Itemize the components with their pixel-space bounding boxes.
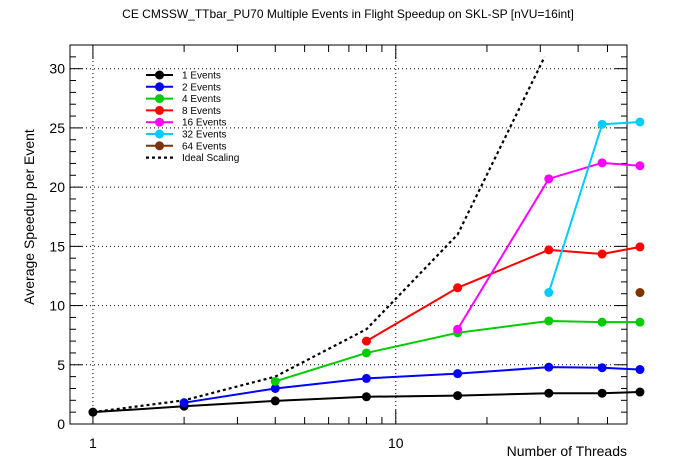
series-line xyxy=(92,391,640,414)
data-point xyxy=(453,324,463,334)
legend-label: 32 Events xyxy=(182,130,226,141)
y-tick-label: 15 xyxy=(49,238,65,254)
data-point xyxy=(270,376,280,386)
x-tick-label: 10 xyxy=(388,435,404,451)
data-point xyxy=(597,158,607,168)
legend-marker xyxy=(155,141,164,151)
data-point xyxy=(270,396,280,406)
data-point xyxy=(361,392,371,402)
data-point xyxy=(270,383,280,393)
data-point xyxy=(544,245,554,255)
data-point xyxy=(88,407,98,417)
data-point xyxy=(544,174,554,184)
legend-marker xyxy=(155,94,164,104)
series-line xyxy=(274,319,640,383)
y-tick-label: 10 xyxy=(49,298,65,314)
data-point xyxy=(544,362,554,372)
chart-title: CE CMSSW_TTbar_PU70 Multiple Events in F… xyxy=(122,7,574,21)
series-line xyxy=(456,161,641,330)
data-point xyxy=(635,161,645,171)
data-point xyxy=(544,316,554,326)
y-tick-label: 0 xyxy=(57,416,65,432)
legend-label: Ideal Scaling xyxy=(182,153,239,164)
data-point xyxy=(453,391,463,401)
data-point xyxy=(179,398,189,408)
legend-marker xyxy=(155,105,164,115)
data-point xyxy=(635,317,645,327)
data-point xyxy=(635,117,645,127)
data-point xyxy=(361,348,371,358)
legend-marker xyxy=(155,82,164,92)
data-point xyxy=(597,249,607,259)
x-axis-label: Number of Threads xyxy=(506,443,627,459)
y-tick-label: 20 xyxy=(49,179,65,195)
data-point xyxy=(453,283,463,293)
x-tick-label: 1 xyxy=(89,435,97,451)
data-point xyxy=(544,388,554,398)
legend-label: 4 Events xyxy=(182,94,221,105)
legend-label: 1 Events xyxy=(182,71,221,82)
series-line xyxy=(547,120,641,293)
legend-marker xyxy=(155,117,164,127)
legend-marker xyxy=(155,70,164,80)
data-point xyxy=(635,288,645,298)
data-point xyxy=(635,242,645,252)
data-point xyxy=(635,365,645,375)
data-point xyxy=(597,363,607,373)
y-tick-label: 25 xyxy=(49,120,65,136)
data-point xyxy=(453,369,463,379)
legend-marker xyxy=(155,129,164,139)
y-tick-label: 30 xyxy=(49,61,65,77)
data-point xyxy=(597,388,607,398)
legend-label: 16 Events xyxy=(182,118,226,129)
legend-label: 2 Events xyxy=(182,82,221,93)
y-tick-label: 5 xyxy=(57,357,65,373)
legend-label: 8 Events xyxy=(182,106,221,117)
data-point xyxy=(597,317,607,327)
data-point xyxy=(597,119,607,129)
data-point xyxy=(635,387,645,397)
series-line xyxy=(183,366,640,404)
data-point xyxy=(361,373,371,383)
data-point xyxy=(544,288,554,298)
data-point xyxy=(361,336,371,346)
legend-label: 64 Events xyxy=(182,141,226,152)
